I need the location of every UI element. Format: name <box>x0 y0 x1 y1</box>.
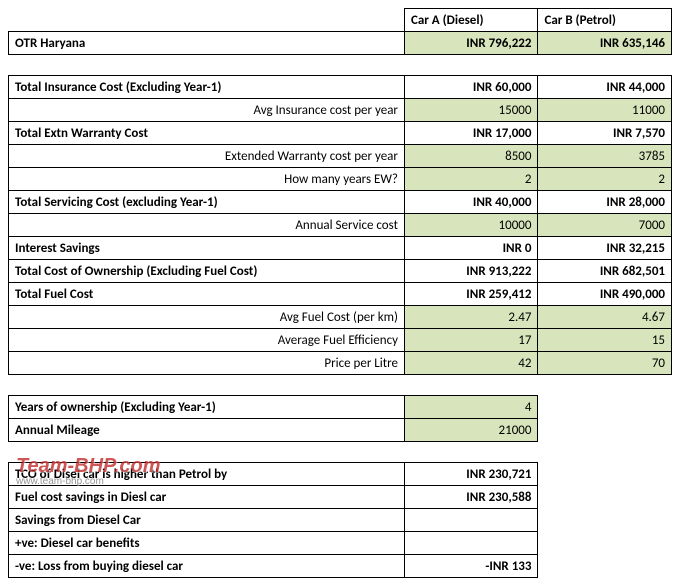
row-label: +ve: Diesel car benefits <box>9 532 405 555</box>
empty-cell <box>538 509 672 532</box>
ew-per-year-a: 8500 <box>404 145 538 168</box>
empty-cell <box>538 396 672 419</box>
cost-comparison-table: Car A (Diesel) Car B (Petrol) OTR Haryan… <box>8 8 672 578</box>
empty-cell <box>538 419 672 442</box>
ins-avg-b: 11000 <box>538 99 672 122</box>
fuel-total-a: INR 259,412 <box>404 283 538 306</box>
ew-years-b: 2 <box>538 168 672 191</box>
ew-total-a: INR 17,000 <box>404 122 538 145</box>
fuel-price-a: 42 <box>404 352 538 375</box>
row-label: Avg Insurance cost per year <box>9 99 405 122</box>
svc-annual-b: 7000 <box>538 214 672 237</box>
row-label: TCO of Disel car is higher than Petrol b… <box>9 463 405 486</box>
row-label: Extended Warranty cost per year <box>9 145 405 168</box>
tco-diff-val: INR 230,721 <box>404 463 538 486</box>
empty-cell <box>538 532 672 555</box>
row-label: Interest Savings <box>9 237 405 260</box>
ew-years-a: 2 <box>404 168 538 191</box>
svc-total-b: INR 28,000 <box>538 191 672 214</box>
empty-cell <box>538 463 672 486</box>
header-car-b: Car B (Petrol) <box>538 9 672 32</box>
sav-diesel-val <box>404 509 538 532</box>
row-label: Savings from Diesel Car <box>9 509 405 532</box>
row-label: How many years EW? <box>9 168 405 191</box>
neg-loss-val: -INR 133 <box>404 555 538 578</box>
fuel-perkm-b: 4.67 <box>538 306 672 329</box>
interest-a: INR 0 <box>404 237 538 260</box>
interest-b: INR 32,215 <box>538 237 672 260</box>
ins-total-a: INR 60,000 <box>404 76 538 99</box>
tco-a: INR 913,222 <box>404 260 538 283</box>
row-label: Total Cost of Ownership (Excluding Fuel … <box>9 260 405 283</box>
fuel-eff-a: 17 <box>404 329 538 352</box>
row-label: Price per Litre <box>9 352 405 375</box>
pos-benefit-val <box>404 532 538 555</box>
svc-annual-a: 10000 <box>404 214 538 237</box>
empty-cell <box>538 555 672 578</box>
fuel-total-b: INR 490,000 <box>538 283 672 306</box>
row-label: OTR Haryana <box>9 32 405 55</box>
row-label: -ve: Loss from buying diesel car <box>9 555 405 578</box>
row-label: Total Fuel Cost <box>9 283 405 306</box>
ew-per-year-b: 3785 <box>538 145 672 168</box>
otr-a: INR 796,222 <box>404 32 538 55</box>
row-label: Years of ownership (Excluding Year-1) <box>9 396 405 419</box>
fuel-perkm-a: 2.47 <box>404 306 538 329</box>
row-label: Annual Service cost <box>9 214 405 237</box>
row-label: Total Extn Warranty Cost <box>9 122 405 145</box>
empty-cell <box>538 486 672 509</box>
row-label: Annual Mileage <box>9 419 405 442</box>
row-label: Avg Fuel Cost (per km) <box>9 306 405 329</box>
empty-cell <box>9 9 405 32</box>
fuel-price-b: 70 <box>538 352 672 375</box>
fuel-eff-b: 15 <box>538 329 672 352</box>
row-label: Fuel cost savings in Diesl car <box>9 486 405 509</box>
ins-total-b: INR 44,000 <box>538 76 672 99</box>
otr-b: INR 635,146 <box>538 32 672 55</box>
ew-total-b: INR 7,570 <box>538 122 672 145</box>
header-car-a: Car A (Diesel) <box>404 9 538 32</box>
years-own-val: 4 <box>404 396 538 419</box>
row-label: Total Servicing Cost (excluding Year-1) <box>9 191 405 214</box>
row-label: Average Fuel Efficiency <box>9 329 405 352</box>
fuel-sav-val: INR 230,588 <box>404 486 538 509</box>
tco-b: INR 682,501 <box>538 260 672 283</box>
mileage-val: 21000 <box>404 419 538 442</box>
ins-avg-a: 15000 <box>404 99 538 122</box>
svc-total-a: INR 40,000 <box>404 191 538 214</box>
row-label: Total Insurance Cost (Excluding Year-1) <box>9 76 405 99</box>
